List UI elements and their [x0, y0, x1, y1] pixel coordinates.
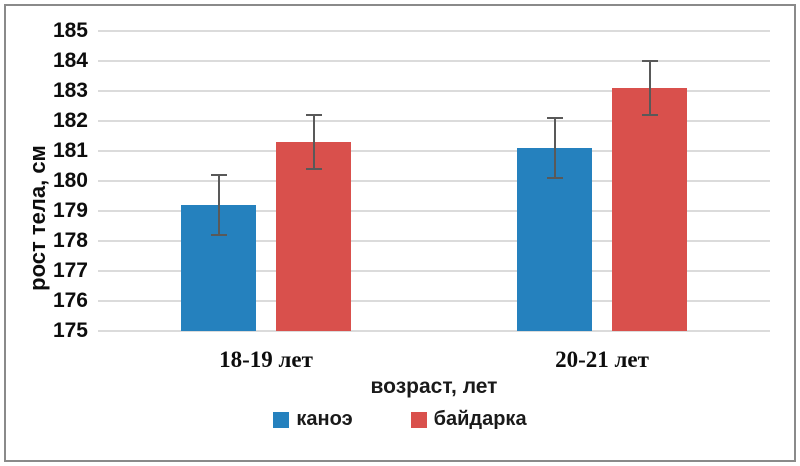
bar-байдарка-18-19 лет: [276, 142, 351, 331]
y-tick-label: 178: [52, 229, 88, 252]
legend-label: каноэ: [296, 408, 353, 430]
legend: каноэ байдарка: [0, 408, 800, 431]
gridline-179: [98, 210, 770, 212]
bar-байдарка-20-21 лет: [612, 88, 687, 331]
error-bar: [553, 118, 556, 178]
gridline-181: [98, 150, 770, 152]
error-bar: [312, 115, 315, 169]
gridline-183: [98, 90, 770, 92]
plot-area: [98, 30, 770, 332]
error-bar-cap: [305, 168, 322, 170]
x-category-label: 20-21 лет: [555, 347, 649, 372]
y-tick-label: 184: [52, 49, 88, 72]
error-bar: [217, 175, 220, 235]
x-category-label: 18-19 лет: [219, 347, 313, 372]
legend-swatch-icon: [273, 411, 290, 428]
gridline-184: [98, 60, 770, 62]
y-tick-label: 185: [52, 19, 88, 42]
y-tick-label: 175: [52, 319, 88, 342]
x-axis-title: возраст, лет: [370, 375, 498, 398]
error-bar-cap: [641, 114, 658, 116]
gridline-177: [98, 270, 770, 272]
y-tick-label: 176: [52, 289, 88, 312]
legend-label: байдарка: [433, 408, 527, 430]
y-tick-label: 182: [52, 109, 88, 132]
y-tick-label: 181: [52, 139, 88, 162]
gridline-180: [98, 180, 770, 182]
gridline-175: [98, 330, 770, 332]
legend-item-каноэ: каноэ: [273, 408, 353, 431]
gridline-178: [98, 240, 770, 242]
error-bar: [648, 61, 651, 115]
legend-swatch-icon: [410, 411, 427, 428]
gridline-176: [98, 300, 770, 302]
y-tick-label: 179: [52, 199, 88, 222]
error-bar-cap: [210, 234, 227, 236]
gridline-182: [98, 120, 770, 122]
error-bar-cap: [641, 60, 658, 62]
legend-item-байдарка: байдарка: [410, 408, 527, 431]
gridline-185: [98, 30, 770, 32]
error-bar-cap: [546, 117, 563, 119]
y-tick-label: 177: [52, 259, 88, 282]
error-bar-cap: [305, 114, 322, 116]
y-tick-label: 183: [52, 79, 88, 102]
error-bar-cap: [546, 177, 563, 179]
y-tick-label: 180: [52, 169, 88, 192]
error-bar-cap: [210, 174, 227, 176]
